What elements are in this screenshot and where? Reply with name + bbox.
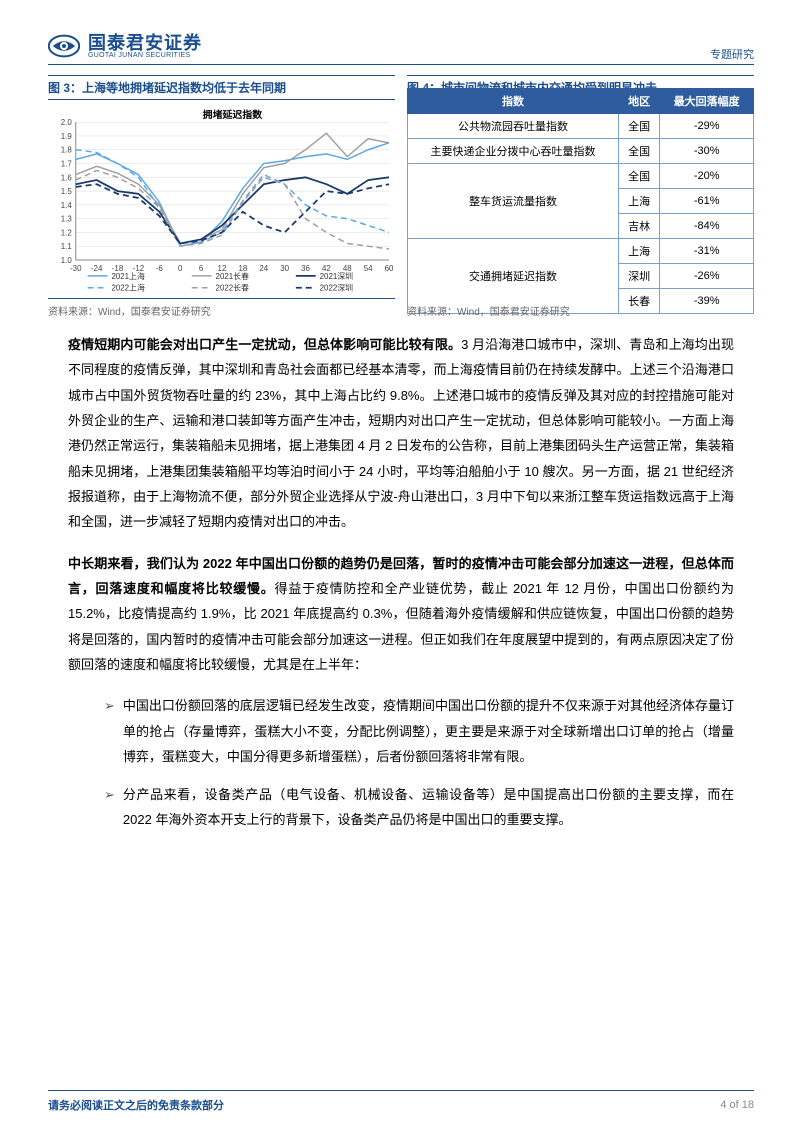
page-footer: 请务必阅读正文之后的免责条款部分 4 of 18 xyxy=(48,1090,754,1113)
logo-en-text: GUOTAI JUNAN SECURITIES xyxy=(88,52,202,59)
svg-text:拥堵延迟指数: 拥堵延迟指数 xyxy=(203,108,263,121)
svg-text:54: 54 xyxy=(364,264,373,273)
congestion-chart: 1.01.11.21.31.41.51.61.71.81.92.0-30-24-… xyxy=(48,104,395,298)
svg-text:-30: -30 xyxy=(70,264,82,273)
logo-icon xyxy=(48,30,80,62)
header-category: 专题研究 xyxy=(710,46,754,62)
svg-text:60: 60 xyxy=(385,264,394,273)
svg-text:1.4: 1.4 xyxy=(61,201,73,210)
footer-disclaimer: 请务必阅读正文之后的免责条款部分 xyxy=(48,1097,224,1113)
svg-text:0: 0 xyxy=(178,264,183,273)
impact-table: 指数地区最大回落幅度公共物流园吞吐量指数全国-29%主要快递企业分拨中心吞吐量指… xyxy=(407,88,754,314)
bullet-1-text: 中国出口份额回落的底层逻辑已经发生改变，疫情期间中国出口份额的提升不仅来源于对其… xyxy=(123,693,734,769)
bullet-2-text: 分产品来看，设备类产品（电气设备、机械设备、运输设备等）是中国提高出口份额的主要… xyxy=(123,782,734,833)
chevron-right-icon: ➢ xyxy=(104,782,115,833)
svg-text:-6: -6 xyxy=(156,264,164,273)
figure-4: 图 4：城市间物流和城市内交通均受到明显冲击 指数地区最大回落幅度公共物流园吞吐… xyxy=(407,75,754,332)
svg-text:36: 36 xyxy=(301,264,310,273)
svg-text:1.6: 1.6 xyxy=(61,173,73,182)
bullet-2: ➢分产品来看，设备类产品（电气设备、机械设备、运输设备等）是中国提高出口份额的主… xyxy=(104,782,734,833)
chevron-right-icon: ➢ xyxy=(104,693,115,769)
figure-3-title: 图 3：上海等地拥堵延迟指数均低于去年同期 xyxy=(48,75,395,100)
paragraph-2: 中长期来看，我们认为 2022 年中国出口份额的趋势仍是回落，暂时的疫情冲击可能… xyxy=(68,551,734,678)
svg-text:6: 6 xyxy=(199,264,204,273)
svg-text:1.3: 1.3 xyxy=(61,215,73,224)
bullet-1: ➢中国出口份额回落的底层逻辑已经发生改变，疫情期间中国出口份额的提升不仅来源于对… xyxy=(104,693,734,769)
logo-cn-text: 国泰君安证券 xyxy=(88,34,202,52)
svg-text:24: 24 xyxy=(259,264,268,273)
svg-text:1.2: 1.2 xyxy=(61,228,72,237)
logo: 国泰君安证券 GUOTAI JUNAN SECURITIES xyxy=(48,30,202,62)
svg-text:1.1: 1.1 xyxy=(61,242,73,251)
svg-text:1.9: 1.9 xyxy=(61,132,73,141)
para1-body: 3 月沿海港口城市中，深圳、青岛和上海均出现不同程度的疫情反弹，其中深圳和青岛社… xyxy=(68,337,734,529)
para1-lead: 疫情短期内可能会对出口产生一定扰动，但总体影响可能比较有限。 xyxy=(68,337,461,352)
svg-text:2022长春: 2022长春 xyxy=(216,283,250,293)
svg-text:2.0: 2.0 xyxy=(61,118,73,127)
svg-text:1.5: 1.5 xyxy=(61,187,73,196)
paragraph-1: 疫情短期内可能会对出口产生一定扰动，但总体影响可能比较有限。3 月沿海港口城市中… xyxy=(68,332,734,535)
svg-text:2021上海: 2021上海 xyxy=(111,271,145,281)
svg-text:1.7: 1.7 xyxy=(61,159,72,168)
figure-3-source: 资料来源：Wind，国泰君安证券研究 xyxy=(48,303,395,318)
svg-text:-24: -24 xyxy=(91,264,103,273)
svg-text:30: 30 xyxy=(280,264,289,273)
page-header: 国泰君安证券 GUOTAI JUNAN SECURITIES 专题研究 xyxy=(48,30,754,65)
svg-text:2021深圳: 2021深圳 xyxy=(320,271,354,281)
svg-text:2022上海: 2022上海 xyxy=(111,283,145,293)
figure-3: 图 3：上海等地拥堵延迟指数均低于去年同期 1.01.11.21.31.41.5… xyxy=(48,75,395,332)
svg-text:1.8: 1.8 xyxy=(61,146,73,155)
page-number: 4 of 18 xyxy=(720,1099,754,1111)
svg-text:2021长春: 2021长春 xyxy=(216,271,250,281)
svg-text:2022深圳: 2022深圳 xyxy=(320,283,354,293)
